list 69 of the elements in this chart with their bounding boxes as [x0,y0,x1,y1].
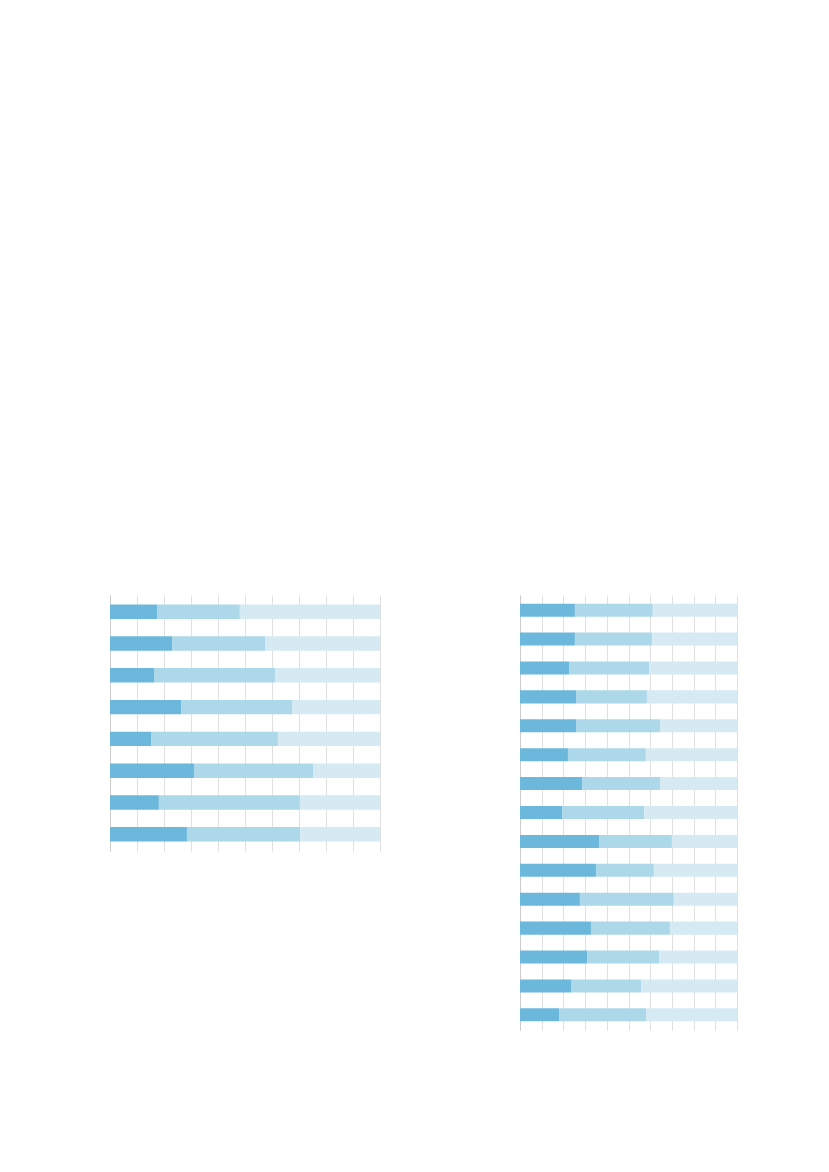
bar [595,863,654,877]
bar [590,921,670,935]
bar [587,950,660,964]
bar [520,834,599,848]
bar [582,777,660,791]
bar [193,763,314,778]
bar [575,690,647,704]
bar [520,950,588,964]
bar [520,661,570,675]
bar [598,834,672,848]
bar [673,892,737,906]
bar [644,805,737,820]
bar [651,632,737,646]
bar [110,731,152,747]
bar [313,763,380,778]
bar [186,827,301,842]
bar [562,805,645,820]
bar [520,603,575,617]
bar [669,921,737,935]
bar [277,731,380,747]
bar [520,690,576,704]
bar [567,748,646,762]
bar [520,777,583,791]
bar [520,921,591,935]
bar [646,690,737,704]
bar [645,748,737,762]
bar [110,827,187,842]
bar [574,603,653,617]
bar [653,863,737,877]
bar [569,661,650,675]
bar [300,827,380,842]
bar [264,636,380,651]
bar [110,636,173,651]
bar [649,661,737,675]
bar [520,1008,560,1022]
bar [110,668,155,683]
bar [110,795,159,810]
bar [110,604,157,619]
bar [571,979,642,993]
bar [154,668,275,683]
bar [274,668,380,683]
bar [156,604,240,619]
bar [520,892,580,906]
bar [299,795,380,810]
bar [520,805,563,820]
bar [575,719,660,733]
bar [158,795,300,810]
bar [520,863,596,877]
bar [520,632,575,646]
bar [641,979,737,993]
bar [646,1008,737,1022]
bar [151,731,278,747]
bar [291,699,380,715]
bar [559,1008,647,1022]
bar [520,748,568,762]
bar [652,603,737,617]
bar [520,719,576,733]
bar [659,777,737,791]
bar [579,892,674,906]
bar [520,979,571,993]
bar [239,604,380,619]
bar [574,632,652,646]
bar [181,699,292,715]
bar [659,719,737,733]
bar [671,834,737,848]
bar [172,636,265,651]
bar [110,763,194,778]
bar [659,950,737,964]
bar [110,699,182,715]
